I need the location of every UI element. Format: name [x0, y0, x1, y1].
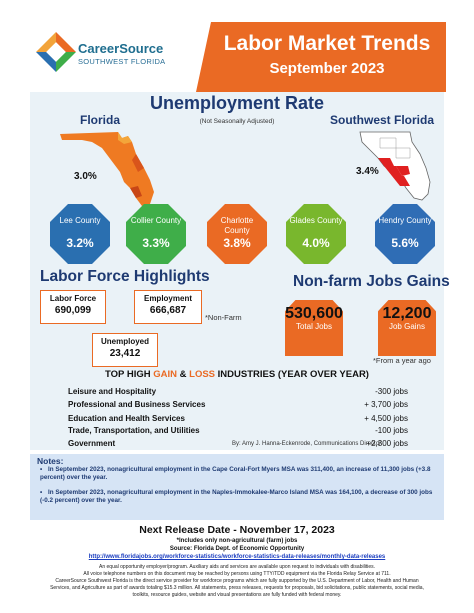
county-name: Hendry County: [378, 216, 432, 225]
footer-tty-line: All voice telephone numbers on this docu…: [83, 571, 391, 577]
county-name: Lee County: [59, 216, 101, 225]
notes-heading: Notes:: [37, 456, 64, 466]
industries-heading: TOP HIGH GAIN & LOSS INDUSTRIES (YEAR OV…: [30, 369, 444, 380]
swfl-rate: 3.4%: [356, 166, 379, 177]
florida-map-icon: [60, 132, 154, 206]
industry-row: Education and Health Services + 4,500 jo…: [68, 414, 408, 426]
unemployed-box: Unemployed 23,412: [92, 333, 158, 367]
employment-value: 666,687: [149, 305, 187, 316]
labor-force-value: 690,099: [54, 305, 92, 316]
industry-name: Leisure and Hospitality: [68, 387, 157, 396]
nonfarm-note: *Non-Farm: [205, 313, 242, 322]
data-release-link[interactable]: http://www.floridajobs.org/workforce-sta…: [88, 554, 386, 560]
total-jobs-label: Total Jobs: [295, 322, 333, 331]
careersource-logo: CareerSource SOUTHWEST FLORIDA: [34, 26, 194, 86]
industry-row: Leisure and Hospitality -300 jobs: [68, 387, 408, 399]
industry-change: + 3,700 jobs: [364, 400, 408, 409]
bullet-icon: •: [40, 489, 43, 496]
labor-force-heading: Labor Force Highlights: [40, 268, 210, 285]
unemployment-heading: Unemployment Rate: [149, 93, 325, 113]
industries-heading-gain: GAIN: [153, 369, 177, 380]
footer-funding-line-2: Services, and Agriculture as part of awa…: [50, 585, 424, 591]
industry-row: Trade, Transportation, and Utilities -10…: [68, 426, 408, 438]
total-jobs-value: 530,600: [285, 305, 343, 322]
employment-label: Employment: [143, 294, 192, 303]
note-text: In September 2023, nonagricultural emplo…: [40, 466, 431, 481]
employment-box: Employment 666,687: [134, 290, 202, 324]
footer-url-line: http://www.floridajobs.org/workforce-sta…: [20, 554, 454, 560]
florida-rate: 3.0%: [74, 171, 97, 182]
bullet-icon: •: [40, 466, 43, 473]
author-credit: By: Amy J. Hanna-Eckenrode, Communicatio…: [232, 441, 382, 447]
job-gains-label: Job Gains: [388, 322, 426, 331]
industry-change: + 4,500 jobs: [364, 414, 408, 423]
note-text: In September 2023, nonagricultural emplo…: [40, 489, 433, 504]
job-gains-value: 12,200: [382, 305, 432, 322]
county-rate: 3.2%: [66, 236, 94, 250]
labor-force-label: Labor Force: [49, 294, 97, 303]
industry-name: Professional and Business Services: [68, 400, 206, 409]
county-glades: Glades County 4.0%: [286, 204, 346, 264]
industry-row: Government +2,300 jobs: [68, 439, 408, 451]
year-ago-note: *From a year ago: [373, 356, 431, 365]
industry-change: +2,300 jobs: [366, 439, 408, 448]
unemployment-note: (Not Seasonally Adjusted): [199, 118, 275, 125]
title-banner: [196, 22, 446, 92]
release-date: Next Release Date - November 17, 2023: [139, 524, 335, 536]
industry-change: -300 jobs: [375, 387, 408, 396]
industry-row: Professional and Business Services + 3,7…: [68, 400, 408, 412]
industry-change: -100 jobs: [375, 426, 408, 435]
county-hendry: Hendry County 5.6%: [375, 204, 435, 264]
county-name: Glades County: [289, 216, 343, 225]
florida-label: Florida: [80, 113, 121, 127]
southwest-florida-map-icon: [359, 131, 431, 201]
notes-box: [30, 454, 444, 520]
logo-mark-icon: [36, 32, 76, 72]
industries-heading-loss: LOSS: [189, 369, 216, 380]
note-item: • In September 2023, nonagricultural empl…: [40, 489, 440, 505]
county-rate: 3.8%: [223, 236, 251, 250]
labor-force-box: Labor Force 690,099: [40, 290, 106, 324]
swfl-label: Southwest Florida: [330, 113, 435, 127]
county-rate: 3.3%: [142, 236, 170, 250]
footer-funding-line-3: toolkits, resource guides, website and v…: [132, 592, 342, 598]
county-collier: Collier County 3.3%: [126, 204, 186, 264]
unemployed-label: Unemployed: [100, 337, 149, 346]
county-rate: 5.6%: [391, 236, 419, 250]
jobs-heading: Non-farm Jobs Gains: [293, 273, 450, 290]
county-name: Charlotte County: [220, 216, 254, 235]
industries-heading-post: INDUSTRIES (YEAR OVER YEAR): [217, 369, 369, 380]
industries-heading-pre: TOP HIGH: [105, 369, 151, 380]
footer-source: Source: Florida Dept. of Economic Opport…: [169, 546, 305, 552]
footer-funding-line: CareerSource Southwest Florida is the di…: [55, 578, 419, 584]
industry-name: Education and Health Services: [68, 414, 185, 423]
footer-eeo-line: An equal opportunity employer/program. A…: [99, 564, 375, 570]
industry-name: Government: [68, 439, 116, 448]
note-item: • In September 2023, nonagricultural empl…: [40, 466, 440, 482]
unemployed-value: 23,412: [109, 348, 141, 359]
total-jobs-shape: Total Jobs: [285, 300, 343, 356]
footer-includes-note: *Includes only non-agricultural (farm) j…: [176, 538, 298, 544]
industries-heading-amp: &: [179, 369, 187, 380]
county-name: Collier County: [130, 216, 182, 225]
brand-subtitle: SOUTHWEST FLORIDA: [78, 57, 166, 66]
county-lee: Lee County 3.2%: [50, 204, 110, 264]
industry-name: Trade, Transportation, and Utilities: [68, 426, 200, 435]
county-charlotte: Charlotte County 3.8%: [207, 204, 267, 264]
county-rate: 4.0%: [302, 236, 330, 250]
page-title: Labor Market Trends: [223, 32, 431, 55]
brand-name: CareerSource: [78, 41, 164, 56]
page-subtitle: September 2023: [269, 60, 385, 77]
job-gains-shape: Job Gains: [378, 300, 436, 356]
